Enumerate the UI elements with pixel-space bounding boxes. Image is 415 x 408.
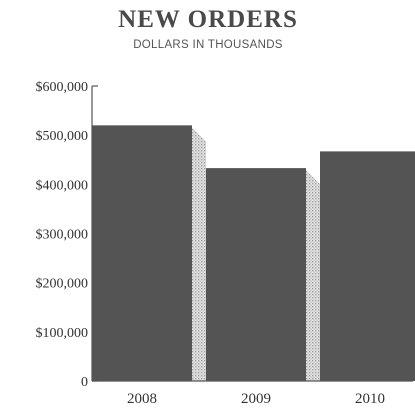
x-tick-label: 2010: [355, 391, 385, 407]
y-tick-label: $400,000: [36, 178, 89, 193]
bar: [206, 168, 306, 381]
y-tick-label: $300,000: [36, 228, 89, 243]
bar-shadow: [306, 170, 320, 381]
bar-shadow: [192, 127, 206, 381]
y-tick-label: $100,000: [36, 326, 89, 341]
bar: [320, 151, 415, 381]
x-tick-label: 2008: [127, 391, 157, 407]
y-tick-label: $600,000: [36, 80, 89, 95]
y-tick-label: $500,000: [36, 129, 89, 144]
chart-title: NEW ORDERS: [118, 6, 298, 33]
bar: [92, 125, 192, 381]
x-tick-label: 2009: [241, 391, 271, 407]
y-tick-label: 0: [81, 375, 88, 390]
chart-subtitle: DOLLARS IN THOUSANDS: [133, 39, 283, 51]
y-tick-label: $200,000: [36, 277, 89, 292]
